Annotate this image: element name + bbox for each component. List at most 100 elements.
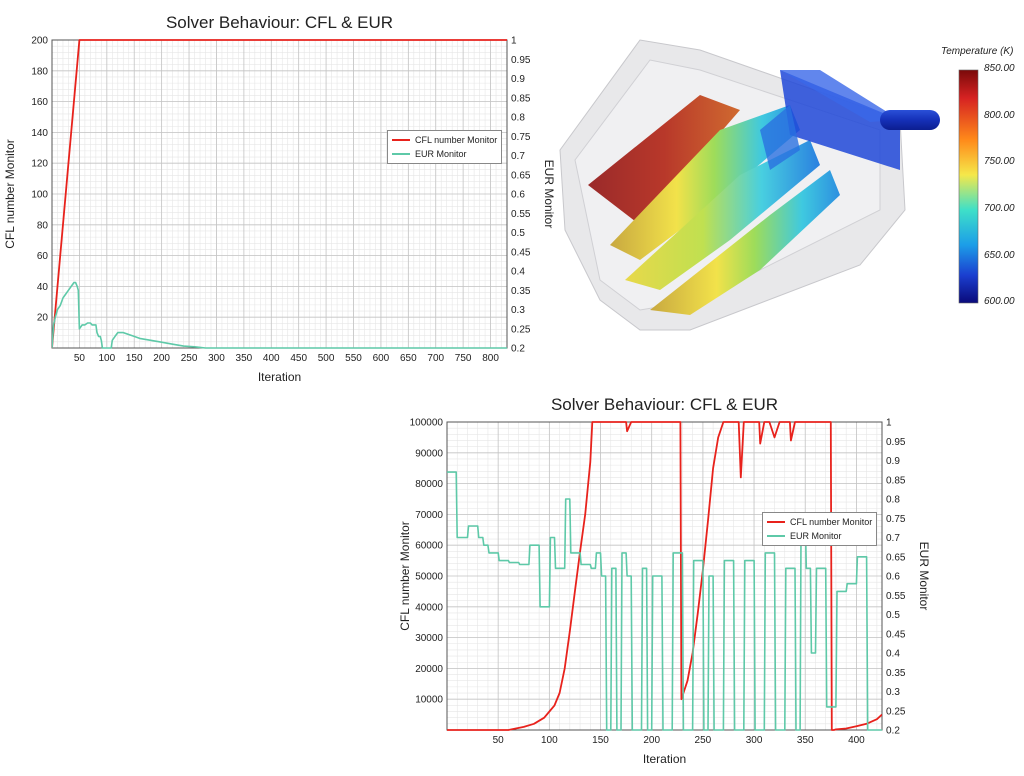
- y-tick-label: 30000: [415, 633, 443, 644]
- y2-tick-label: 0.4: [511, 267, 525, 278]
- colorbar: [958, 69, 979, 304]
- y-tick-label: 20: [37, 313, 49, 324]
- y2-tick-label: 0.3: [511, 305, 525, 316]
- x-tick-label: 550: [345, 353, 362, 364]
- y2-tick-label: 0.9: [886, 456, 900, 467]
- series-line-cfl: [52, 39, 507, 349]
- x-tick-label: 350: [236, 353, 253, 364]
- y2-tick-label: 0.2: [886, 726, 900, 737]
- y-tick-label: 40: [37, 282, 49, 293]
- y-tick-label: 160: [31, 97, 48, 108]
- y-tick-label: 100: [31, 190, 48, 201]
- x-tick-label: 250: [695, 735, 712, 746]
- x-tick-label: 150: [592, 735, 609, 746]
- y-tick-label: 80: [37, 220, 49, 231]
- y2-tick-label: 0.2: [511, 344, 525, 355]
- x-tick-label: 650: [400, 353, 417, 364]
- x-tick-label: 50: [493, 735, 505, 746]
- y-tick-label: 140: [31, 128, 48, 139]
- y2-tick-label: 1: [511, 36, 517, 47]
- y-axis-label: CFL number Monitor: [3, 139, 17, 249]
- chart-1: 50 100 150 200 250 300 350 400 450 500 550 600 650 70…: [3, 13, 556, 384]
- legend-label: EUR Monitor: [415, 149, 467, 159]
- x-tick-label: 500: [318, 353, 335, 364]
- y-tick-label: 60000: [415, 541, 443, 552]
- x-axis-label: Iteration: [643, 752, 686, 766]
- legend-item: CFL number Monitor: [767, 515, 872, 529]
- y2-tick-label: 0.25: [886, 706, 906, 717]
- y-tick-label: 50000: [415, 572, 443, 583]
- y-axis-label: CFL number Monitor: [398, 521, 412, 631]
- legend-1: CFL number Monitor EUR Monitor: [387, 130, 503, 164]
- legend-label: CFL number Monitor: [415, 135, 498, 145]
- y2-tick-label: 0.7: [886, 533, 900, 544]
- y2-tick-label: 0.8: [886, 495, 900, 506]
- x-tick-label: 800: [482, 353, 499, 364]
- y2-tick-label: 0.65: [511, 170, 531, 181]
- x-tick-label: 750: [455, 353, 472, 364]
- y2-axis-label: EUR Monitor: [917, 542, 931, 611]
- y-tick-label: 80000: [415, 479, 443, 490]
- y2-tick-label: 0.5: [886, 610, 900, 621]
- y2-tick-label: 0.6: [511, 190, 525, 201]
- y2-tick-label: 0.45: [886, 629, 906, 640]
- y2-tick-label: 0.35: [886, 668, 906, 679]
- x-tick-label: 600: [373, 353, 390, 364]
- y2-tick-label: 0.75: [886, 514, 906, 525]
- x-tick-label: 400: [263, 353, 280, 364]
- legend-label: EUR Monitor: [790, 531, 842, 541]
- y-tick-label: 180: [31, 66, 48, 77]
- series-line-cfl: [447, 421, 882, 731]
- y2-tick-label: 0.95: [511, 55, 531, 66]
- series-line-eur: [447, 471, 882, 731]
- legend-2: CFL number Monitor EUR Monitor: [762, 512, 878, 546]
- x-tick-label: 200: [153, 353, 170, 364]
- y-tick-label: 90000: [415, 448, 443, 459]
- y2-tick-label: 0.75: [511, 132, 531, 143]
- x-axis-label: Iteration: [258, 370, 301, 384]
- x-tick-label: 300: [746, 735, 763, 746]
- series-line-eur: [52, 281, 507, 349]
- y-tick-label: 60: [37, 251, 49, 262]
- y-tick-label: 100000: [410, 418, 444, 429]
- y2-axis-label: EUR Monitor: [542, 160, 556, 229]
- x-tick-label: 100: [541, 735, 558, 746]
- y2-tick-label: 0.8: [511, 113, 525, 124]
- legend-label: CFL number Monitor: [790, 517, 873, 527]
- y-tick-label: 10000: [415, 695, 443, 706]
- x-tick-label: 300: [208, 353, 225, 364]
- y2-tick-label: 0.25: [511, 324, 531, 335]
- y2-tick-label: 0.5: [511, 228, 525, 239]
- colorbar-tick: 700.00: [984, 203, 1015, 214]
- y-tick-label: 200: [31, 36, 48, 47]
- y-tick-label: 120: [31, 159, 48, 170]
- y2-tick-label: 0.6: [886, 572, 900, 583]
- x-tick-label: 200: [643, 735, 660, 746]
- y2-tick-label: 0.3: [886, 687, 900, 698]
- y2-tick-label: 0.7: [511, 151, 525, 162]
- colorbar-title: Temperature (K): [941, 46, 1014, 57]
- x-tick-label: 350: [797, 735, 814, 746]
- y2-tick-label: 0.95: [886, 437, 906, 448]
- x-tick-label: 150: [126, 353, 143, 364]
- x-tick-label: 100: [98, 353, 115, 364]
- y2-tick-label: 0.4: [886, 649, 900, 660]
- y-tick-label: 40000: [415, 602, 443, 613]
- colorbar-tick: 600.00: [984, 296, 1015, 307]
- y2-tick-label: 0.65: [886, 552, 906, 563]
- chart-title: Solver Behaviour: CFL & EUR: [551, 395, 778, 414]
- y2-tick-label: 1: [886, 418, 892, 429]
- y-tick-label: 20000: [415, 664, 443, 675]
- colorbar-tick: 650.00: [984, 250, 1015, 261]
- y-tick-label: 70000: [415, 510, 443, 521]
- x-tick-label: 400: [848, 735, 865, 746]
- y2-tick-label: 0.55: [511, 209, 531, 220]
- y2-tick-label: 0.45: [511, 247, 531, 258]
- y2-tick-label: 0.85: [511, 93, 531, 104]
- heat-exchanger-render-icon: [559, 39, 940, 331]
- colorbar-tick: 850.00: [984, 63, 1015, 74]
- y2-tick-label: 0.55: [886, 591, 906, 602]
- x-tick-label: 700: [427, 353, 444, 364]
- legend-item: CFL number Monitor: [392, 133, 497, 147]
